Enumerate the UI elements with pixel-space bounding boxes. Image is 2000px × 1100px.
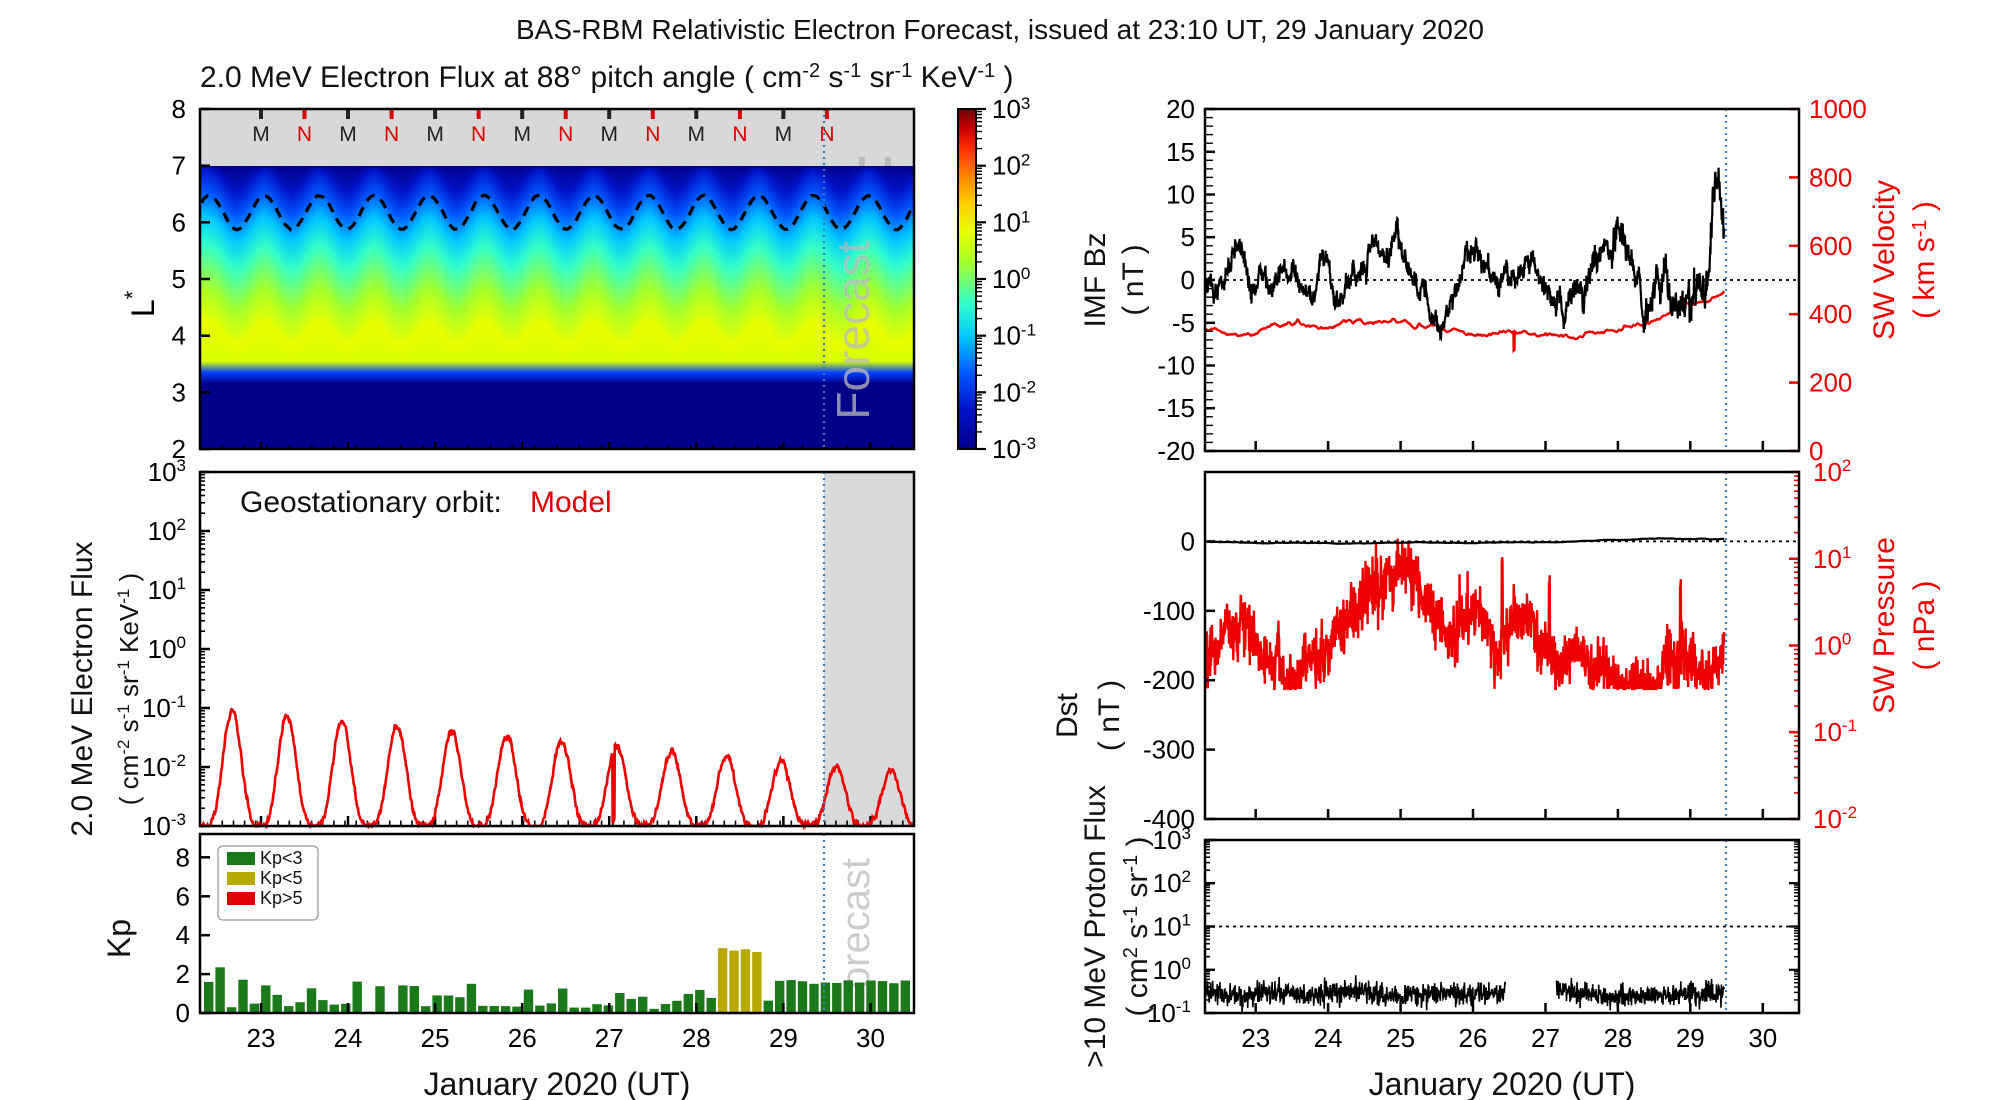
svg-text:23: 23 [247,1023,276,1053]
svg-text:6: 6 [176,881,190,911]
svg-text:24: 24 [334,1023,363,1053]
svg-text:4: 4 [176,920,190,950]
svg-text:10-2: 10-2 [142,751,186,782]
svg-text:-20: -20 [1157,436,1195,466]
svg-text:100: 100 [1813,630,1851,661]
svg-text:>10 MeV Proton Flux: >10 MeV Proton Flux [1079,785,1112,1068]
svg-text:101: 101 [1153,911,1191,942]
svg-text:( nT ): ( nT ) [1093,680,1126,751]
svg-text:( cm2 s-1 sr-1 ): ( cm2 s-1 sr-1 ) [1120,836,1154,1016]
svg-text:10-3: 10-3 [992,434,1036,464]
svg-text:10-1: 10-1 [992,321,1036,351]
svg-text:101: 101 [148,574,186,605]
svg-text:29: 29 [769,1023,798,1053]
svg-text:SW Pressure: SW Pressure [1868,537,1901,714]
svg-text:15: 15 [1166,137,1195,167]
svg-text:0: 0 [1181,265,1195,295]
svg-text:6: 6 [172,207,186,237]
svg-text:January 2020 (UT): January 2020 (UT) [1369,1066,1636,1100]
svg-text:( cm-2 s-1 sr-1 KeV-1 ): ( cm-2 s-1 sr-1 KeV-1 ) [114,573,144,805]
svg-text:25: 25 [421,1023,450,1053]
svg-text:Dst: Dst [1051,692,1084,738]
svg-text:20: 20 [1166,94,1195,124]
svg-text:( nT ): ( nT ) [1117,244,1150,315]
svg-text:10-1: 10-1 [142,692,186,723]
svg-text:27: 27 [595,1023,624,1053]
svg-text:29: 29 [1676,1023,1705,1053]
svg-text:-10: -10 [1157,351,1195,381]
svg-text:25: 25 [1386,1023,1415,1053]
svg-text:2: 2 [176,959,190,989]
svg-text:8: 8 [176,842,190,872]
svg-text:10: 10 [1166,180,1195,210]
svg-text:January 2020 (UT): January 2020 (UT) [424,1066,691,1100]
svg-text:-200: -200 [1143,665,1195,695]
svg-text:IMF Bz: IMF Bz [1079,233,1112,328]
svg-text:28: 28 [682,1023,711,1053]
svg-text:24: 24 [1314,1023,1343,1053]
svg-text:400: 400 [1809,299,1852,329]
svg-text:100: 100 [992,264,1030,294]
svg-text:5: 5 [172,264,186,294]
svg-text:28: 28 [1603,1023,1632,1053]
svg-text:4: 4 [172,321,186,351]
svg-text:600: 600 [1809,231,1852,261]
svg-text:-100: -100 [1143,596,1195,626]
svg-text:103: 103 [992,94,1030,124]
svg-text:10-2: 10-2 [1813,803,1857,834]
svg-text:10-1: 10-1 [1813,716,1857,747]
svg-text:7: 7 [172,151,186,181]
svg-text:800: 800 [1809,162,1852,192]
svg-text:2.0 MeV Electron Flux: 2.0 MeV Electron Flux [66,541,99,836]
svg-text:10-3: 10-3 [142,810,186,841]
svg-text:26: 26 [1459,1023,1488,1053]
svg-text:1000: 1000 [1809,94,1867,124]
svg-text:103: 103 [1153,824,1191,855]
svg-text:101: 101 [992,207,1030,237]
svg-text:30: 30 [1748,1023,1777,1053]
svg-text:102: 102 [148,515,186,546]
svg-text:5: 5 [1181,222,1195,252]
svg-text:102: 102 [1813,456,1851,487]
svg-text:-5: -5 [1172,308,1195,338]
svg-text:23: 23 [1241,1023,1270,1053]
svg-text:0: 0 [176,998,190,1028]
svg-text:Kp: Kp [101,919,137,958]
svg-text:27: 27 [1531,1023,1560,1053]
svg-text:102: 102 [1153,867,1191,898]
svg-text:( km s-1 ): ( km s-1 ) [1908,201,1941,319]
svg-text:-300: -300 [1143,735,1195,765]
svg-text:-15: -15 [1157,393,1195,423]
svg-text:200: 200 [1809,368,1852,398]
svg-text:8: 8 [172,94,186,124]
svg-text:101: 101 [1813,543,1851,574]
svg-text:26: 26 [508,1023,537,1053]
svg-text:10-2: 10-2 [992,377,1036,407]
svg-text:2.0 MeV Electron Flux at 88° p: 2.0 MeV Electron Flux at 88° pitch angle… [200,60,1014,94]
svg-text:100: 100 [1153,954,1191,985]
svg-text:3: 3 [172,377,186,407]
svg-text:SW Velocity: SW Velocity [1868,180,1901,340]
svg-text:L*: L* [120,290,161,317]
svg-text:102: 102 [992,151,1030,181]
svg-text:100: 100 [148,633,186,664]
svg-text:30: 30 [856,1023,885,1053]
svg-text:0: 0 [1181,526,1195,556]
svg-text:( nPa ): ( nPa ) [1908,580,1941,670]
svg-text:103: 103 [148,456,186,487]
